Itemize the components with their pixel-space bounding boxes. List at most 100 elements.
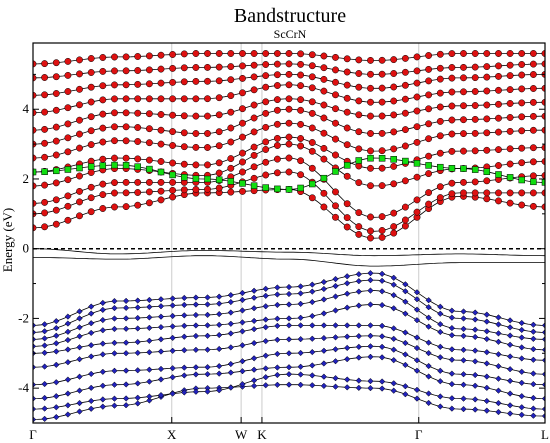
valence-band-marker [239,342,246,349]
valence-band-marker [157,323,165,331]
sc-d-band-marker [122,162,130,169]
conduction-band-marker [239,187,246,195]
valence-band-marker [425,349,432,357]
valence-band-marker [425,399,432,407]
valence-band-marker [390,335,397,342]
conduction-band-marker [285,95,293,103]
conduction-band-marker [401,54,409,62]
valence-band-marker [332,375,339,382]
valence-band-marker [239,319,246,326]
conduction-band-marker [52,59,60,67]
conduction-band-marker [157,158,165,165]
conduction-band-marker [425,120,433,128]
conduction-band-marker [529,50,537,57]
valence-band-marker [355,302,362,309]
valence-band-marker [332,275,339,283]
conduction-band-marker [169,78,177,86]
conduction-band-marker [215,77,223,85]
valence-band-marker [506,332,514,339]
valence-band-marker [460,315,467,322]
conduction-band-marker [111,203,118,211]
valence-band-marker [181,322,188,329]
conduction-band-marker [506,145,514,153]
valence-band-marker [320,373,328,380]
conduction-band-marker [250,114,258,122]
conduction-band-marker [180,143,188,151]
conduction-band-marker [483,50,491,57]
conduction-band-marker [413,67,421,75]
valence-band-marker [33,381,37,388]
valence-band-marker [204,346,211,353]
valence-band-marker [437,367,444,374]
conduction-band-marker [355,56,363,64]
valence-band-marker [169,365,176,372]
x-tick-label: Γ [415,427,423,442]
valence-band-marker [274,284,281,291]
valence-band-marker [541,329,545,336]
valence-band-marker [192,346,200,354]
valence-band-marker [425,297,432,304]
conduction-band-marker [157,111,165,118]
valence-band-marker [111,297,118,305]
valence-band-marker [506,317,514,324]
valence-band-marker [216,362,223,370]
valence-band-marker [33,329,37,336]
conduction-band-marker [204,161,211,169]
x-tick-label: L [541,427,549,442]
valence-band-marker [192,371,200,378]
conduction-band-marker [262,146,270,153]
sc-d-band-marker [111,161,118,169]
conduction-band-marker [355,223,363,231]
valence-band-marker [460,357,467,364]
conduction-band-marker [87,141,95,149]
valence-band-marker [390,387,397,394]
valence-band-marker [541,395,545,402]
valence-band-marker [541,381,545,388]
conduction-band-marker [145,178,153,186]
conduction-band-marker [87,98,95,106]
conduction-band-marker [145,199,153,207]
valence-band-marker [344,322,351,329]
valence-band-marker [355,332,362,340]
valence-band-marker [367,270,374,277]
conduction-band-marker [76,172,83,180]
valence-band-marker [274,301,281,309]
conduction-band-marker [41,91,49,99]
conduction-band-marker [506,100,514,107]
valence-band-marker [134,325,141,332]
valence-band-marker [541,322,545,329]
conduction-band-marker [518,127,526,135]
valence-band-marker [41,321,48,328]
valence-band-marker [541,412,545,420]
conduction-band-marker [41,139,49,147]
valence-band-marker [332,346,339,353]
band-line [33,255,545,267]
valence-band-marker [88,353,95,360]
conduction-band-marker [239,133,246,141]
valence-band-marker [530,346,537,353]
conduction-band-marker [122,81,130,89]
conduction-band-marker [343,94,351,102]
valence-band-marker [483,373,490,380]
valence-band-marker [320,310,328,317]
valence-band-marker [472,316,479,323]
valence-band-marker [541,346,545,353]
valence-band-marker [204,301,211,308]
conduction-band-marker [297,106,305,114]
valence-band-marker [320,347,328,354]
sc-d-band-marker [471,166,479,173]
valence-band-marker [192,301,200,308]
conduction-band-marker [425,91,433,99]
valence-band-marker [437,310,444,317]
valence-band-marker [425,314,432,321]
valence-band-marker [320,285,328,293]
conduction-band-marker [460,116,467,124]
conduction-band-marker [122,53,130,61]
conduction-band-marker [436,117,444,125]
conduction-band-marker [320,114,328,122]
conduction-band-marker [33,74,37,82]
conduction-band-marker [157,187,165,195]
conduction-band-marker [122,109,130,117]
valence-band-marker [437,321,444,328]
valence-band-marker [41,415,48,423]
